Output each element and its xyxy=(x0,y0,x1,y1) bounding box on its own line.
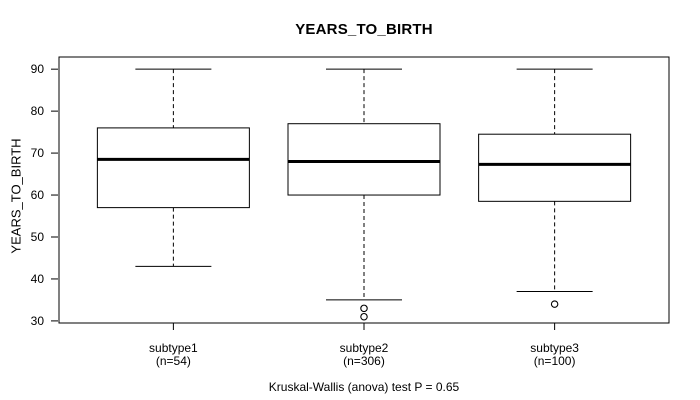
iqr-box-subtype1 xyxy=(96,127,250,209)
chart-title: YEARS_TO_BIRTH xyxy=(295,21,433,38)
x-label-subtype3: subtype3 xyxy=(530,341,579,355)
x-count-label-subtype1: (n=54) xyxy=(156,354,191,368)
x-label-subtype2: subtype2 xyxy=(340,341,389,355)
y-tick-label: 40 xyxy=(31,272,45,286)
iqr-box-subtype2 xyxy=(287,123,441,196)
y-tick-label: 30 xyxy=(31,314,45,328)
outlier-point-subtype3 xyxy=(550,300,559,308)
outlier-point-subtype2 xyxy=(360,304,368,313)
y-tick-label: 60 xyxy=(31,188,45,202)
outlier-point-subtype2 xyxy=(360,312,368,321)
y-tick-label: 90 xyxy=(31,62,45,76)
stat-test-caption: Kruskal-Wallis (anova) test P = 0.65 xyxy=(268,380,460,394)
x-label-subtype1: subtype1 xyxy=(149,341,198,355)
y-tick-label: 70 xyxy=(31,146,45,160)
x-count-label-subtype3: (n=100) xyxy=(534,354,576,368)
y-tick-label: 50 xyxy=(31,230,45,244)
y-tick-label: 80 xyxy=(31,104,45,118)
iqr-box-subtype3 xyxy=(478,133,632,202)
x-count-label-subtype2: (n=306) xyxy=(343,354,385,368)
